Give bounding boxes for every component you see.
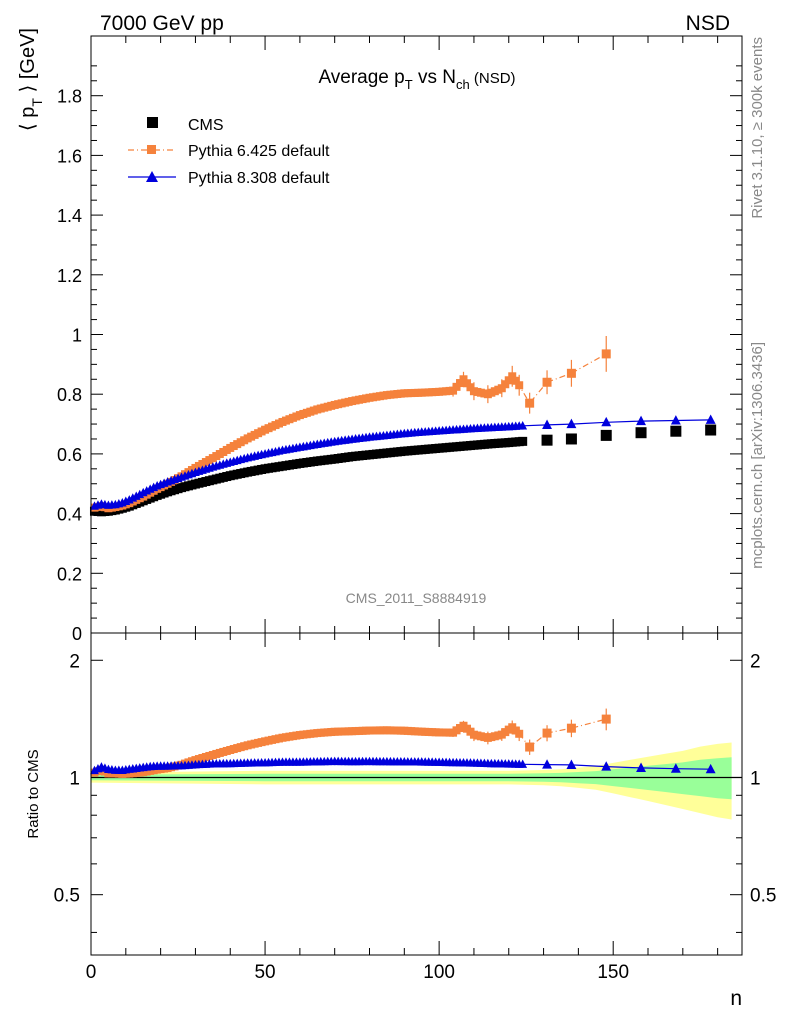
ratio-point-pythia8 xyxy=(601,761,612,771)
band-inner xyxy=(91,757,732,800)
ratio-tick-label-right: 2 xyxy=(750,651,761,672)
ratio-uncertainty-band xyxy=(91,742,732,820)
data-point-cms xyxy=(518,436,528,446)
y-tick-label: 0.8 xyxy=(57,385,82,405)
y-tick-label: 1.6 xyxy=(57,146,82,166)
data-point-cms xyxy=(705,424,717,436)
data-point-pythia6 xyxy=(515,381,524,390)
x-axis-label: n xyxy=(730,987,742,1010)
ratio-frame xyxy=(90,632,743,956)
main-series xyxy=(89,335,717,517)
y-tick-label: 1.8 xyxy=(57,87,82,107)
data-point-cms xyxy=(600,429,612,441)
legend-marker-cms xyxy=(147,117,158,128)
y-tick-label: 0.2 xyxy=(57,564,82,584)
ratio-point-pythia8 xyxy=(636,762,646,772)
ratio-point-pythia8 xyxy=(670,763,681,773)
ratio-tick-label-right: 1 xyxy=(750,768,761,789)
ratio-point-pythia8 xyxy=(542,759,552,769)
data-point-pythia8 xyxy=(566,418,577,429)
ratio-point-pythia6 xyxy=(601,714,611,724)
x-tick-label: 100 xyxy=(423,962,455,983)
header-left: 7000 GeV pp xyxy=(100,12,224,35)
ratio-tick-label-left: 1 xyxy=(69,768,80,789)
legend-marker-pythia8 xyxy=(146,171,158,182)
ratio-point-pythia6 xyxy=(515,729,524,738)
data-point-pythia8 xyxy=(601,416,612,427)
chart-title: Average pT vs Nch (NSD) xyxy=(318,67,515,92)
y-tick-label: 1.2 xyxy=(57,266,82,286)
ratio-tick-label-left: 0.5 xyxy=(54,886,80,907)
data-point-pythia6 xyxy=(542,377,552,387)
ratio-point-pythia6 xyxy=(566,723,576,733)
ratio-point-pythia8 xyxy=(566,759,577,769)
y-tick-label: 0.4 xyxy=(57,505,82,525)
data-point-pythia8 xyxy=(518,421,528,430)
data-point-pythia6 xyxy=(525,398,535,408)
data-point-pythia6 xyxy=(511,376,520,385)
y-tick-label: 1 xyxy=(72,326,82,346)
data-point-pythia8 xyxy=(670,415,681,425)
header-right: NSD xyxy=(686,12,730,35)
x-tick-label: 150 xyxy=(597,962,629,983)
legend: CMS Pythia 6.425 default Pythia 8.308 de… xyxy=(128,117,330,187)
rivet-label: Rivet 3.1.10, ≥ 300k events xyxy=(749,37,766,219)
data-point-cms xyxy=(565,433,577,445)
data-point-pythia6 xyxy=(508,372,517,381)
y-tick-label: 0 xyxy=(72,624,82,644)
data-point-pythia6 xyxy=(566,368,576,378)
legend-label-cms: CMS xyxy=(188,117,224,134)
x-tick-label: 50 xyxy=(254,962,275,983)
ratio-point-pythia6 xyxy=(542,728,552,738)
ratio-tick-label-left: 2 xyxy=(69,651,80,672)
y-tick-label: 1.4 xyxy=(57,206,82,226)
y-tick-label: 0.6 xyxy=(57,445,82,465)
tick-labels: 0 0.2 0.4 0.6 0.8 1 1.2 1.4 1.6 1.8 0 50 100 150 0.5 0.… xyxy=(54,87,777,983)
data-point-pythia8 xyxy=(705,414,716,424)
legend-label-pythia6: Pythia 6.425 default xyxy=(188,143,330,160)
ratio-point-pythia8 xyxy=(518,759,528,768)
ratio-series xyxy=(90,708,716,778)
data-point-pythia8 xyxy=(636,415,646,426)
main-panel-ticks xyxy=(90,36,742,955)
y-axis-label: ⟨ pT ⟩ [GeV] xyxy=(17,28,45,131)
legend-label-pythia8: Pythia 8.308 default xyxy=(188,170,330,187)
x-tick-label: 0 xyxy=(86,962,97,983)
data-point-cms xyxy=(541,434,553,446)
data-point-pythia6 xyxy=(601,349,611,359)
ratio-point-pythia8 xyxy=(705,763,716,774)
legend-marker-pythia6 xyxy=(147,145,156,154)
data-point-cms xyxy=(670,425,682,437)
ratio-point-pythia6 xyxy=(525,742,535,752)
ratio-tick-label-right: 0.5 xyxy=(750,886,776,907)
data-point-cms xyxy=(635,427,647,439)
ratio-y-axis-label: Ratio to CMS xyxy=(25,749,42,838)
analysis-watermark: CMS_2011_S8884919 xyxy=(346,590,487,606)
data-point-pythia8 xyxy=(542,419,552,429)
mcplots-label: mcplots.cern.ch [arXiv:1306.3436] xyxy=(749,342,766,569)
